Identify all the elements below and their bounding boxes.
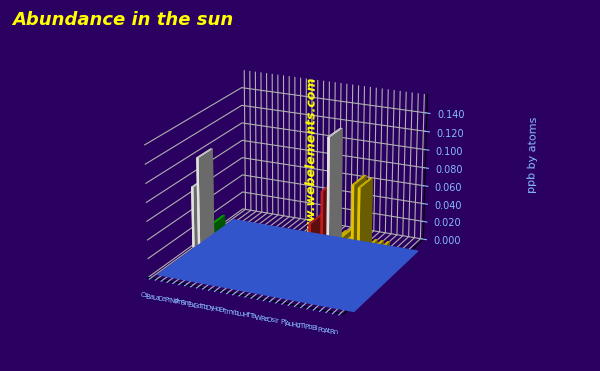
- Text: Abundance in the sun: Abundance in the sun: [12, 11, 233, 29]
